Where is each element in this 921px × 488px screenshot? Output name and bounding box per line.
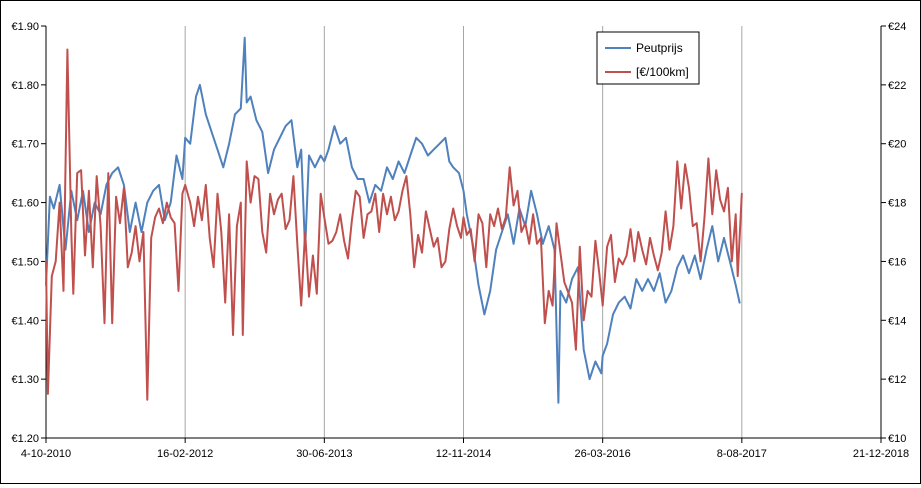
y-left-tick-label: €1.40 [11,315,39,327]
axes: 4-10-2010 16-02-2012 30-06-2013 12-11-2014 2… [11,21,909,460]
x-tick-label: 16-02-2012 [157,448,213,460]
y-right-tick-label: €14 [888,315,906,327]
grid-lines [45,26,882,438]
x-tick-label: 30-06-2013 [296,448,352,460]
y-right-tick-label: €16 [888,256,906,268]
x-tick-label: 8-08-2017 [717,448,767,460]
x-tick-label: 21-12-2018 [853,448,909,460]
legend: Peutprijs [€/100km] [596,31,700,85]
y-right-tick-label: €18 [888,198,906,210]
y-left-tick-label: €1.70 [11,139,39,151]
y-left-tick-label: €1.80 [11,80,39,92]
series-line-eur-per-100km [45,48,743,401]
y-left-tick-label: €1.20 [11,433,39,445]
x-tick-label: 4-10-2010 [21,448,71,460]
y-left-tick-label: €1.60 [11,198,39,210]
y-right-tick-label: €20 [888,139,906,151]
y-right-tick-label: €12 [888,374,906,386]
y-right-tick-label: €22 [888,80,906,92]
y-left-tick-label: €1.90 [11,21,39,33]
y-right-tick-label: €10 [888,433,906,445]
y-left-tick-label: €1.30 [11,374,39,386]
series-line-peutprijs [45,36,741,404]
y-left-tick-label: €1.50 [11,256,39,268]
x-tick-label: 26-03-2016 [575,448,631,460]
legend-label-peutprijs: Peutprijs [636,41,683,55]
legend-label-eur-per-100km: [€/100km] [636,65,689,79]
series-lines [45,36,743,404]
x-tick-label: 12-11-2014 [436,448,491,460]
y-right-tick-label: €24 [888,21,906,33]
